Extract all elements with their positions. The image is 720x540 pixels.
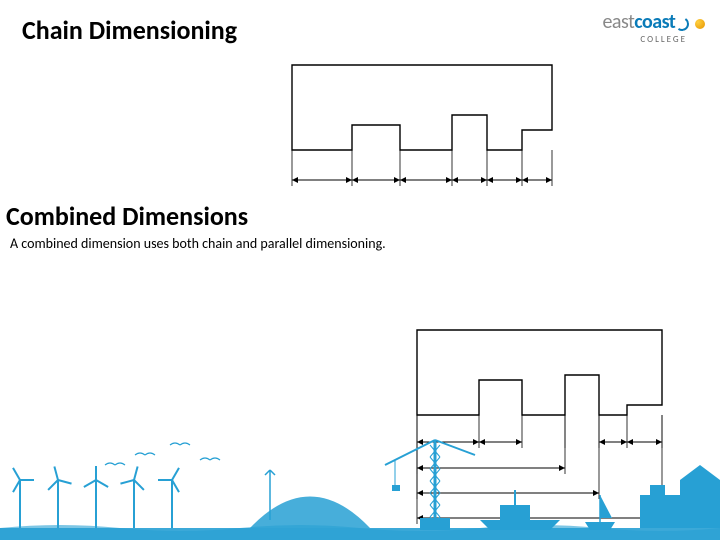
- chain-dimension-svg: [280, 60, 575, 190]
- page-title: Chain Dimensioning: [22, 14, 237, 46]
- logo-arc-icon: [674, 16, 690, 32]
- section-body: A combined dimension uses both chain and…: [10, 235, 410, 252]
- section-title: Combined Dimensions: [6, 200, 248, 232]
- brand-logo: eastcoast COLLEGE: [602, 10, 705, 45]
- logo-word-1: east: [602, 10, 634, 34]
- logo-word-2: coast: [634, 10, 675, 34]
- footer-silhouette: [0, 410, 720, 540]
- chain-dimension-diagram: [280, 60, 575, 195]
- logo-subtext: COLLEGE: [602, 34, 687, 45]
- logo-dot-icon: [695, 19, 705, 29]
